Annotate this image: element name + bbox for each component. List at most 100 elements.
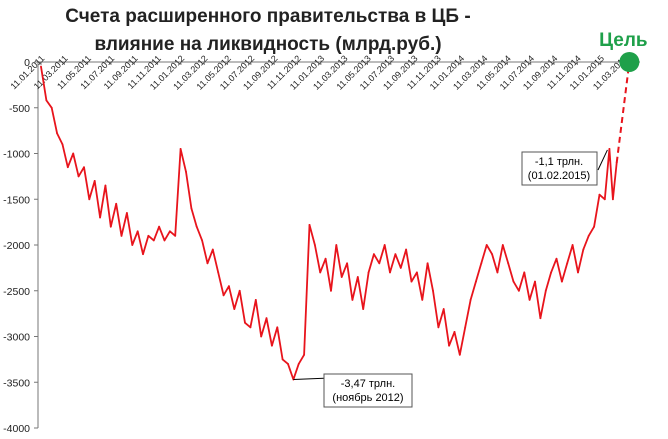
data-point (571, 244, 574, 246)
data-point (115, 202, 118, 205)
goal-marker (619, 52, 640, 72)
data-point (77, 175, 80, 178)
data-point (518, 289, 520, 292)
annotations: -3,47 трлн. (ноябрь 2012) -1,1 трлн. (01.02… (293, 149, 608, 408)
projection-line (615, 61, 631, 163)
data-point (356, 276, 359, 278)
data-point (195, 225, 198, 228)
data-point (45, 99, 48, 102)
data-point (608, 148, 611, 150)
plot-area: Цель (40, 30, 648, 381)
data-point (550, 271, 553, 274)
data-point (383, 244, 386, 246)
data-point (593, 225, 595, 228)
data-point (104, 184, 107, 187)
y-tick-label: -1500 (3, 194, 30, 206)
data-point (415, 271, 418, 274)
data-point (501, 244, 504, 246)
data-point (491, 253, 493, 256)
data-point (394, 253, 397, 256)
data-point (611, 198, 614, 201)
data-point (238, 289, 241, 292)
data-point (432, 289, 434, 292)
annotation-text: (ноябрь 2012) (332, 392, 403, 404)
annotation-box (521, 151, 598, 186)
data-point (582, 248, 585, 251)
data-point (539, 317, 542, 320)
data-point (163, 239, 166, 242)
y-tick-label: -2500 (3, 286, 30, 298)
y-tick-label: 0 (24, 57, 30, 69)
y-tick-label: -3500 (3, 377, 30, 389)
y-tick-label: -4000 (3, 423, 30, 435)
annotation-leader (597, 149, 608, 171)
data-point (217, 271, 220, 274)
data-point (297, 363, 300, 365)
data-point (534, 280, 536, 283)
y-tick-label: -2000 (3, 240, 30, 252)
data-point (319, 271, 322, 274)
data-point (448, 344, 450, 347)
chart-title: Счета расширенного правительства в ЦБ - в… (65, 6, 470, 55)
data-point (56, 132, 59, 135)
data-point (249, 326, 252, 329)
data-point (603, 198, 606, 201)
data-point (340, 276, 343, 278)
data-point (507, 262, 510, 265)
annotation-text: (01.02.2015) (528, 170, 590, 182)
data-point (367, 271, 370, 274)
data-point (308, 223, 311, 226)
data-point (464, 326, 467, 329)
data-point (442, 308, 445, 310)
data-point (528, 299, 531, 301)
data-point (560, 280, 563, 283)
chart-title-line-1: Счета расширенного правительства в ЦБ - (65, 6, 470, 27)
data-point (523, 271, 526, 274)
annotation-box (323, 373, 413, 408)
data-point (233, 308, 236, 310)
data-point (265, 317, 268, 320)
data-point (61, 143, 64, 146)
data-point (453, 331, 456, 333)
data-point (201, 239, 203, 242)
data-point (303, 353, 306, 356)
data-point (555, 257, 558, 260)
data-point (99, 216, 101, 219)
annotation-text: -3,47 трлн. (341, 378, 395, 390)
data-point (147, 234, 150, 237)
x-axis: 11.01.201111.03.201111.05.201111.07.2011… (8, 53, 640, 92)
data-point (50, 106, 53, 109)
data-point (120, 234, 123, 237)
data-point (378, 262, 381, 265)
data-point (346, 262, 348, 265)
series-line (40, 66, 618, 381)
data-point (260, 335, 263, 338)
data-point (566, 262, 569, 265)
data-point (66, 166, 69, 169)
y-tick-label: -3000 (3, 332, 30, 344)
data-point (324, 257, 327, 260)
data-point (469, 299, 472, 301)
data-point (211, 248, 214, 251)
data-point (158, 225, 161, 228)
data-point (496, 271, 499, 274)
data-point (458, 353, 461, 356)
data-point (335, 244, 338, 246)
y-tick-label: -500 (9, 103, 30, 115)
data-point (544, 289, 547, 292)
data-point (228, 285, 230, 288)
data-point (136, 230, 139, 233)
data-point (254, 299, 257, 301)
data-point (206, 262, 209, 265)
data-point (410, 280, 413, 283)
data-point (185, 170, 187, 173)
data-point (362, 308, 365, 310)
data-point (485, 244, 488, 246)
data-point (426, 262, 429, 265)
data-point (174, 234, 177, 237)
data-point (276, 326, 279, 329)
data-point (587, 234, 590, 237)
data-point (72, 152, 75, 155)
data-point (287, 363, 289, 365)
